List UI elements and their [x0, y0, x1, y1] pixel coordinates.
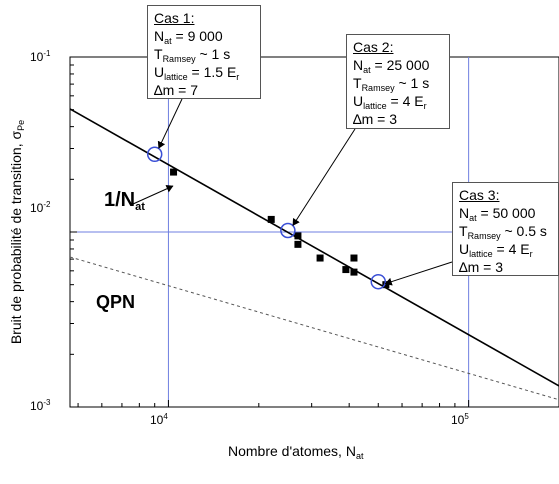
- case-2-tramsey: TRamsey ~ 1 s: [353, 75, 430, 93]
- case-2-circle: [280, 222, 296, 239]
- data-point: [294, 240, 302, 248]
- case-1-title: Cas 1:: [154, 10, 195, 26]
- case-1-natoms: Nat = 9 000: [154, 28, 223, 46]
- case-3-box: Cas 3: Nat = 50 000 TRamsey ~ 0.5 s Ulat…: [452, 182, 559, 276]
- case-2-natoms: Nat = 25 000: [353, 57, 430, 75]
- case-3-title: Cas 3:: [459, 187, 500, 203]
- case-3-tramsey: TRamsey ~ 0.5 s: [459, 223, 547, 241]
- qpn-line: [69, 256, 559, 401]
- y-tick-label: 10-2: [30, 200, 51, 215]
- fit-line: [69, 108, 559, 387]
- case-2-box: Cas 2: Nat = 25 000 TRamsey ~ 1 s Ulatti…: [346, 34, 450, 129]
- one-over-n-arrow: [132, 185, 174, 205]
- annotation-arrows: [132, 98, 453, 286]
- data-point: [316, 254, 324, 262]
- data-point: [170, 168, 178, 176]
- data-point: [294, 232, 302, 240]
- x-tick-label: 105: [451, 412, 469, 427]
- case-1-tramsey: TRamsey ~ 1 s: [154, 46, 231, 64]
- one-over-n-label: 1/Nat: [104, 189, 145, 213]
- one-over-n-fit-line: [69, 108, 559, 387]
- case-3-deltam: ∆m = 3: [459, 259, 503, 275]
- case-2-arrow: [292, 128, 356, 226]
- case-1-circle: [146, 146, 163, 163]
- data-point: [350, 254, 358, 262]
- axis-ticks: [70, 56, 559, 408]
- x-axis-title: Nombre d'atomes, Nat: [228, 443, 364, 461]
- data-point: [267, 215, 275, 223]
- y-axis-title: Bruit de probabilité de transition, σPe: [8, 119, 26, 345]
- case-3-natoms: Nat = 50 000: [459, 205, 536, 223]
- case-1-deltam: ∆m = 7: [154, 82, 198, 98]
- case-2-title: Cas 2:: [353, 39, 394, 55]
- case-2-ulattice: Ulattice = 4 Er: [353, 93, 427, 111]
- data-point: [342, 266, 350, 274]
- data-point: [350, 268, 358, 276]
- y-tick-label: 10-3: [30, 398, 51, 413]
- case-1-arrow: [157, 98, 183, 149]
- qpn-label: QPN: [96, 292, 136, 312]
- y-tick-label: 10-1: [30, 49, 51, 64]
- case-1-box: Cas 1: Nat = 9 000 TRamsey ~ 1 s Ulattic…: [147, 5, 261, 99]
- case-1-ulattice: Ulattice = 1.5 Er: [154, 64, 240, 82]
- qpn-limit-line: [69, 256, 559, 401]
- case-3-arrow: [384, 261, 453, 286]
- case-2-deltam: ∆m = 3: [353, 111, 397, 127]
- case-3-ulattice: Ulattice = 4 Er: [459, 241, 533, 259]
- x-tick-label: 104: [150, 412, 168, 427]
